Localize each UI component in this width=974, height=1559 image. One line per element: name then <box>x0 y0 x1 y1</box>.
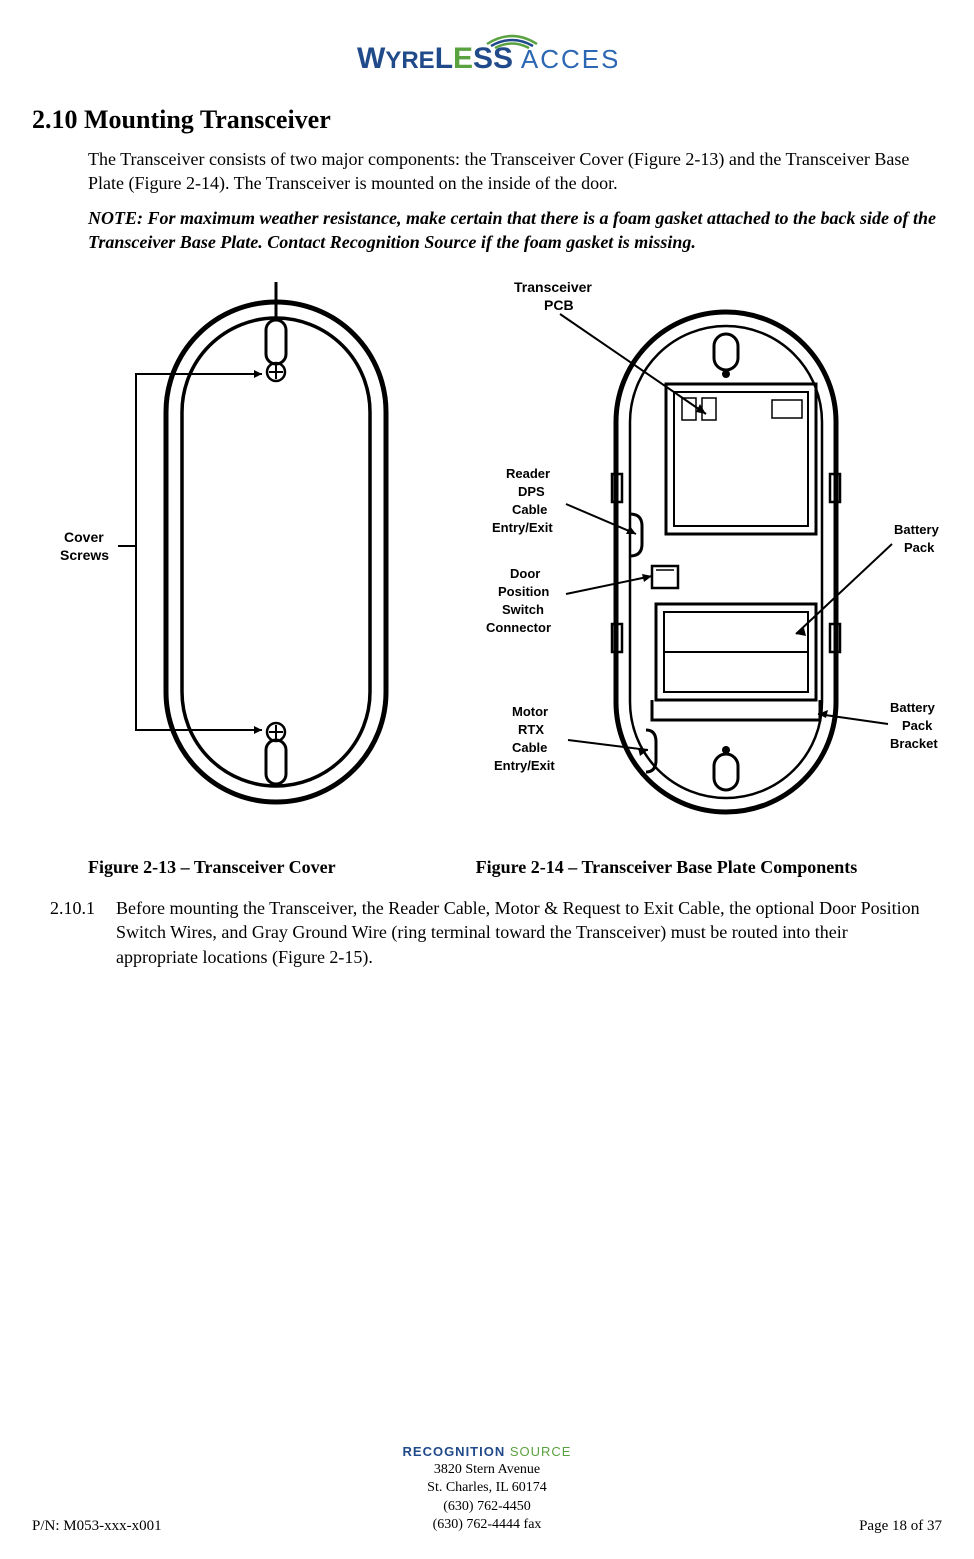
label-motor-2: RTX <box>518 722 544 737</box>
figure-2-13-svg: Cover Screws <box>56 274 456 814</box>
footer-phone: (630) 762-4450 <box>32 1498 942 1516</box>
label-reader-4: Entry/Exit <box>492 520 553 535</box>
label-motor-3: Cable <box>512 740 547 755</box>
figure-2-14-svg: Transceiver PCB Reader DPS Cable Entry/E… <box>456 274 966 834</box>
step-text: Before mounting the Transceiver, the Rea… <box>116 896 942 969</box>
footer-pn: P/N: M053-xxx-x001 <box>32 1518 162 1535</box>
label-cover-screws-1: Cover <box>64 529 104 545</box>
section-number: 2.10 <box>32 105 78 134</box>
label-reader-3: Cable <box>512 502 547 517</box>
label-batt-1: Battery <box>894 522 940 537</box>
figure-2-14-caption: Figure 2-14 – Transceiver Base Plate Com… <box>476 857 858 878</box>
label-dps-2: Position <box>498 584 549 599</box>
label-motor-4: Entry/Exit <box>494 758 555 773</box>
step-number: 2.10.1 <box>50 896 116 969</box>
step-2-10-1: 2.10.1 Before mounting the Transceiver, … <box>50 896 942 969</box>
label-reader-1: Reader <box>506 466 550 481</box>
intro-paragraph: The Transceiver consists of two major co… <box>88 147 938 196</box>
footer-logo: RECOGNITION SOURCE <box>32 1444 942 1459</box>
header-logo: WYRELESS ACCESS <box>32 26 942 79</box>
figures-row: Cover Screws <box>56 274 942 839</box>
captions-row: Figure 2-13 – Transceiver Cover Figure 2… <box>88 847 942 878</box>
logo-svg: WYRELESS ACCESS <box>357 26 617 74</box>
page-footer: RECOGNITION SOURCE 3820 Stern Avenue St.… <box>32 1444 942 1535</box>
section-title-text: Mounting Transceiver <box>84 105 331 134</box>
figure-2-13-caption: Figure 2-13 – Transceiver Cover <box>88 857 336 878</box>
section-heading: 2.10 Mounting Transceiver <box>32 105 942 135</box>
svg-text:WYRELESS ACCESS: WYRELESS ACCESS <box>357 42 617 74</box>
label-motor-1: Motor <box>512 704 548 719</box>
label-brk-3: Bracket <box>890 736 938 751</box>
footer-page: Page 18 of 37 <box>859 1518 942 1535</box>
label-transceiver-pcb-1: Transceiver <box>514 279 592 295</box>
label-reader-2: DPS <box>518 484 545 499</box>
figure-2-13: Cover Screws <box>56 274 456 839</box>
figure-2-14: Transceiver PCB Reader DPS Cable Entry/E… <box>456 274 966 839</box>
logo-text-w: W <box>357 42 386 74</box>
note-paragraph: NOTE: For maximum weather resistance, ma… <box>88 206 938 255</box>
label-dps-3: Switch <box>502 602 544 617</box>
label-dps-1: Door <box>510 566 540 581</box>
label-dps-4: Connector <box>486 620 551 635</box>
label-batt-2: Pack <box>904 540 935 555</box>
label-brk-2: Pack <box>902 718 933 733</box>
footer-city: St. Charles, IL 60174 <box>32 1479 942 1497</box>
label-brk-1: Battery <box>890 700 936 715</box>
footer-street: 3820 Stern Avenue <box>32 1461 942 1479</box>
label-transceiver-pcb-2: PCB <box>544 297 574 313</box>
label-cover-screws-2: Screws <box>60 547 109 563</box>
